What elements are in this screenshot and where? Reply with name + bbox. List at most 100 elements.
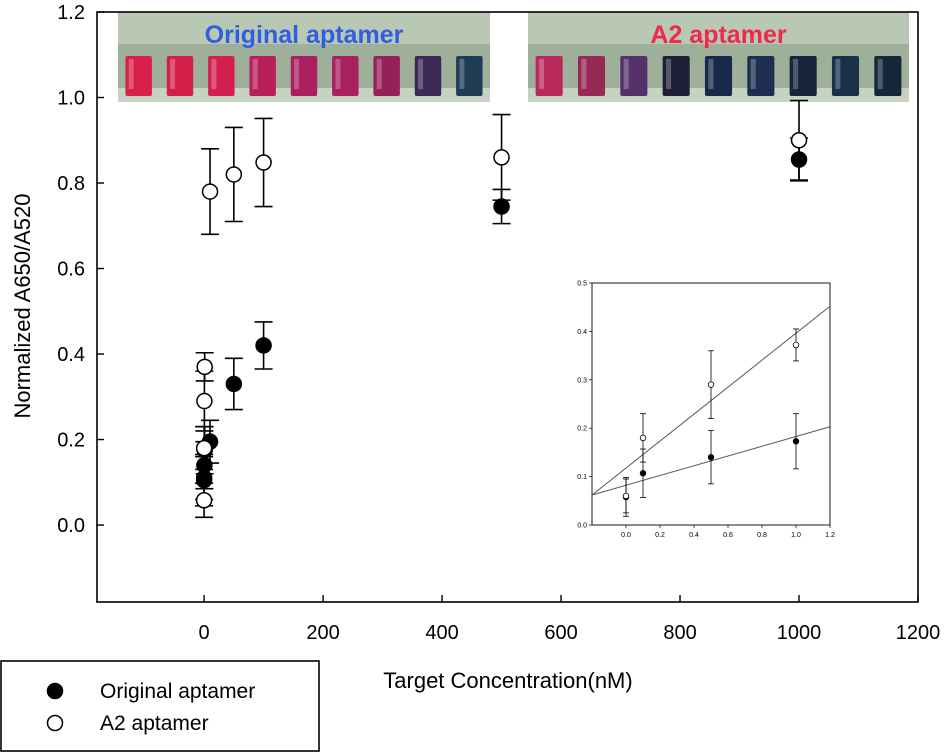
data-point	[225, 166, 243, 183]
photo-top-band	[118, 12, 490, 44]
y-tick-label: 1.0	[57, 88, 85, 110]
vial	[208, 56, 235, 96]
vial	[704, 56, 733, 96]
legend-box	[0, 660, 320, 752]
inset-x-tick-label: 0.8	[757, 532, 767, 539]
y-tick-label: 0.4	[57, 344, 85, 366]
vial	[831, 56, 860, 96]
inset-y-tick-label: 0.1	[577, 474, 587, 481]
vial	[662, 56, 690, 96]
x-axis: 0 200 400 600 800 1000 1200	[199, 595, 941, 644]
vial	[414, 56, 442, 96]
inset-x-tick-label: 1.2	[825, 532, 835, 539]
x-tick-label: 600	[544, 622, 577, 644]
data-point	[790, 132, 808, 149]
vial-highlight	[252, 59, 258, 89]
vial	[747, 56, 775, 96]
vial-photos: Original aptamer A2 aptamer	[118, 12, 909, 102]
inset-data-point	[639, 470, 647, 477]
vial	[620, 56, 648, 96]
y-axis: 0.0 0.2 0.4 0.6 0.8 1.0 1.2	[57, 2, 104, 537]
inset-data-point	[792, 438, 800, 445]
x-tick-label: 1200	[896, 622, 941, 644]
vial-highlight	[170, 59, 176, 89]
y-tick-label: 0.0	[57, 515, 85, 537]
x-tick-label: 200	[306, 622, 339, 644]
vial	[290, 56, 318, 96]
data-point	[255, 154, 272, 171]
legend-label-original-aptamer: Original aptamer	[100, 680, 255, 703]
inset-y-tick-label: 0.3	[577, 377, 587, 384]
photo-original-aptamer: Original aptamer	[118, 12, 490, 102]
inset-x-tick-label: 0.2	[655, 532, 665, 539]
y-tick-label: 0.2	[57, 430, 85, 452]
data-point	[255, 337, 272, 354]
photo-a2-aptamer: A2 aptamer	[528, 12, 909, 102]
vial-highlight	[581, 59, 587, 89]
vial-highlight	[539, 59, 545, 89]
y-tick-label: 0.8	[57, 173, 85, 195]
data-point	[195, 439, 213, 457]
inset-y-tick-label: 0.5	[577, 281, 587, 288]
y-tick-label: 0.6	[57, 259, 85, 281]
vial	[874, 56, 902, 96]
y-axis-label: Normalized A650/A520	[10, 193, 35, 418]
vial	[125, 56, 152, 96]
x-tick-label: 1000	[777, 622, 822, 644]
photo-title: A2 aptamer	[650, 21, 786, 49]
vial-highlight	[835, 59, 841, 89]
data-point	[493, 149, 510, 166]
inset-series-a2-aptamer	[591, 305, 831, 514]
plot-area-frame	[96, 11, 919, 603]
vial-highlight	[708, 59, 714, 89]
legend-marker-original-aptamer	[46, 682, 64, 700]
vial	[249, 56, 276, 96]
inset-x-tick-label: 0.4	[689, 532, 699, 539]
data-series	[195, 99, 809, 519]
photo-title: Original aptamer	[205, 21, 404, 49]
vial-highlight	[211, 59, 217, 89]
vial	[166, 56, 194, 96]
vial-highlight	[376, 59, 382, 89]
inset-x-tick-label: 0.0	[621, 532, 631, 539]
legend: Original aptamer A2 aptamer	[0, 660, 320, 752]
vial-highlight	[128, 59, 134, 89]
inset-x-tick-label: 1.0	[791, 532, 801, 539]
vial	[332, 56, 359, 96]
vial-highlight	[750, 59, 756, 89]
x-tick-label: 800	[663, 622, 696, 644]
vial-highlight	[793, 59, 799, 89]
x-axis-label: Target Concentration(nM)	[383, 668, 632, 693]
photo-top-band	[528, 12, 909, 44]
vial-highlight	[335, 59, 341, 89]
vial-highlight	[877, 59, 883, 89]
inset-y-tick-label: 0.2	[577, 426, 587, 433]
data-point	[201, 183, 219, 200]
inset-data-point	[622, 492, 630, 500]
data-point	[196, 392, 213, 410]
x-tick-label: 400	[425, 622, 458, 644]
inset-data-point	[639, 434, 647, 442]
vial-highlight	[623, 59, 629, 89]
inset-x-tick-label: 0.6	[723, 532, 733, 539]
inset-y-tick-label: 0.0	[577, 523, 587, 530]
y-tick-label: 1.2	[57, 2, 85, 24]
vial-highlight	[459, 59, 465, 89]
legend-label-a2-aptamer: A2 aptamer	[100, 712, 209, 735]
vial	[789, 56, 817, 96]
inset-data-point	[707, 381, 715, 388]
inset-data-point	[707, 454, 715, 461]
vial	[373, 56, 400, 96]
legend-marker-a2-aptamer	[46, 714, 64, 732]
vial-highlight	[666, 59, 672, 89]
vial	[577, 56, 606, 96]
x-tick-label: 0	[199, 622, 210, 644]
data-point	[225, 375, 243, 393]
inset-y-tick-label: 0.4	[577, 329, 587, 336]
vial	[535, 56, 563, 96]
inset-chart: 0.0 0.2 0.4 0.6 0.8 1.0 1.2 0.0 0.1 0.2 0.3 0.4 0.5	[577, 281, 835, 540]
data-point	[196, 358, 213, 376]
data-point	[493, 198, 510, 215]
vial-highlight	[294, 59, 300, 89]
